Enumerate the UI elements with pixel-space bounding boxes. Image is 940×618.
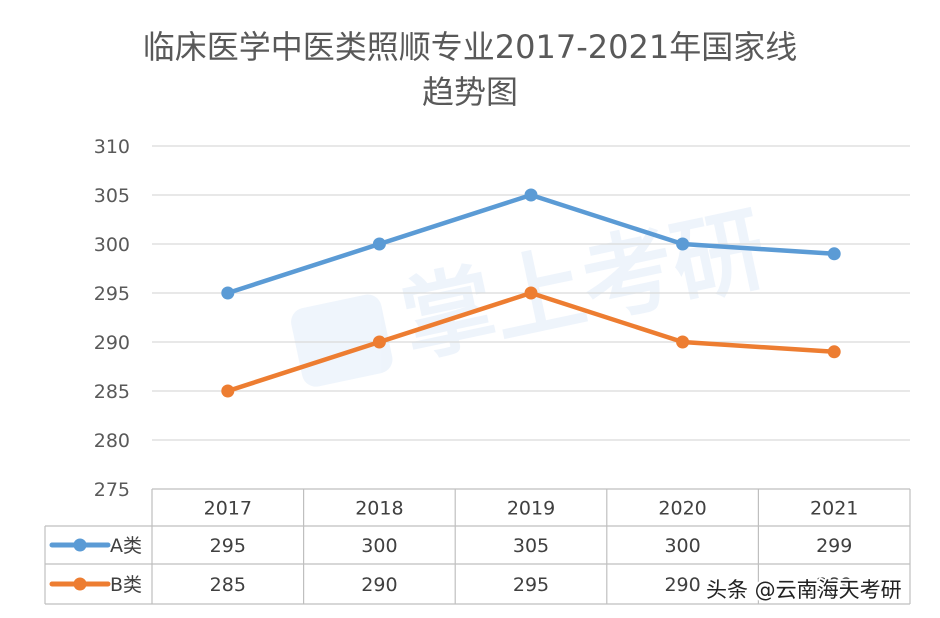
data-point [827, 345, 841, 359]
y-tick-label: 310 [94, 136, 130, 158]
legend-label: B类 [110, 574, 142, 596]
data-table-value: 295 [210, 535, 246, 557]
x-category-label: 2021 [810, 498, 858, 520]
x-category-label: 2017 [204, 498, 252, 520]
y-tick-label: 295 [94, 283, 130, 305]
data-table-value: 290 [361, 574, 397, 596]
data-point [676, 237, 690, 251]
data-table-value: 300 [361, 535, 397, 557]
data-table-value: 289 [816, 574, 852, 596]
data-point [372, 335, 386, 349]
x-category-label: 2019 [507, 498, 555, 520]
y-axis-tick-labels: 275 280 285 290 295 300 305 310 [94, 136, 130, 501]
data-point [221, 286, 235, 300]
data-table-value: 290 [664, 574, 700, 596]
data-point [676, 335, 690, 349]
data-table: 2017 2018 2019 2020 2021 A类 295 300 305 300 299 B类 2… [44, 488, 911, 605]
y-tick-label: 285 [94, 381, 130, 403]
y-tick-label: 275 [94, 479, 130, 501]
data-table-value: 285 [210, 574, 246, 596]
data-point [372, 237, 386, 251]
chart-title-line-2: 趋势图 [422, 73, 518, 111]
x-category-label: 2018 [355, 498, 403, 520]
legend-key-marker [73, 538, 87, 552]
chart-title-line-1: 临床医学中医类照顺专业2017-2021年国家线 [143, 28, 797, 66]
footer-credit: 头条 @云南海天考研 [706, 578, 902, 602]
y-tick-label: 280 [94, 430, 130, 452]
data-table-value: 299 [816, 535, 852, 557]
legend-label: A类 [110, 535, 142, 557]
data-point [221, 384, 235, 398]
data-table-value: 295 [513, 574, 549, 596]
data-point [524, 188, 538, 202]
y-tick-label: 300 [94, 234, 130, 256]
data-table-value: 305 [513, 535, 549, 557]
x-category-label: 2020 [658, 498, 706, 520]
y-tick-label: 290 [94, 332, 130, 354]
data-table-value: 300 [664, 535, 700, 557]
series-layer [221, 188, 841, 398]
data-point [524, 286, 538, 300]
legend-key-marker [73, 577, 87, 591]
y-tick-label: 305 [94, 185, 130, 207]
data-point [827, 247, 841, 261]
